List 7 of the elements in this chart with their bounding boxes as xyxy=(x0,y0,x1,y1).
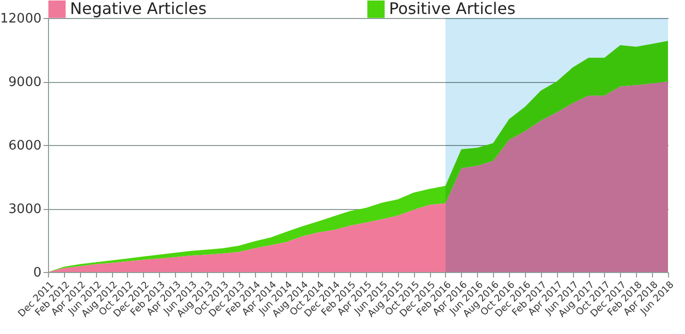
y-tick-label: 9000 xyxy=(8,75,42,90)
y-tick-label: 12000 xyxy=(0,12,42,26)
y-tick-label: 6000 xyxy=(8,138,42,154)
y-tick-label: 0 xyxy=(33,266,42,280)
y-tick-label: 3000 xyxy=(8,202,42,217)
legend-label: Negative Articles xyxy=(70,0,207,18)
legend-label: Positive Articles xyxy=(389,0,516,18)
